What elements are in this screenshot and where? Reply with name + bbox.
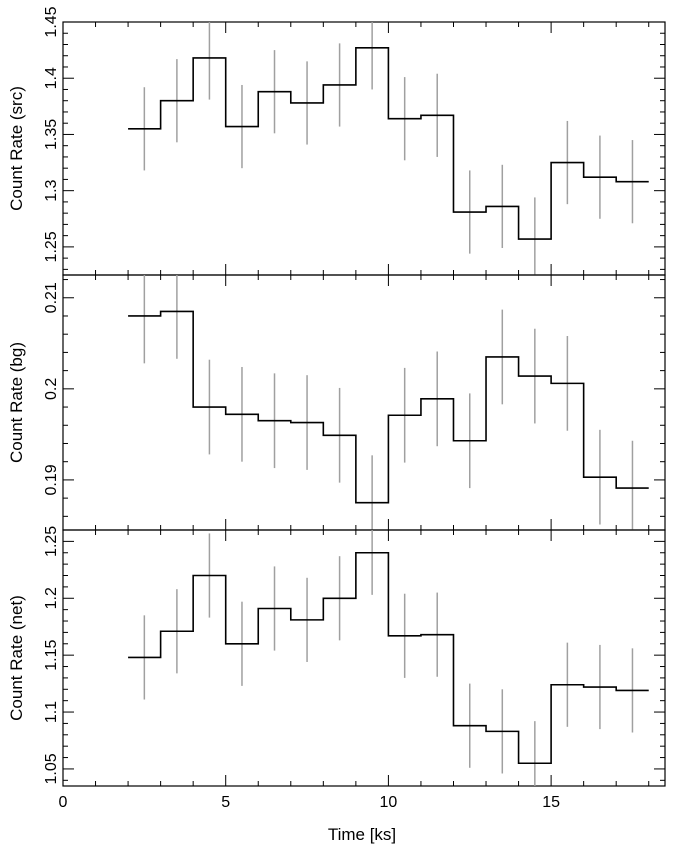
y-axis-title: Count Rate (src) — [7, 86, 26, 211]
x-tick-label: 15 — [542, 794, 560, 811]
data-layer — [128, 22, 649, 275]
y-tick-label: 1.45 — [43, 6, 60, 37]
y-tick-label: 1.25 — [43, 231, 60, 262]
y-tick-label: 1.2 — [43, 587, 60, 609]
y-tick-label: 1.35 — [43, 119, 60, 150]
x-tick-label: 5 — [221, 794, 230, 811]
y-tick-label: 0.19 — [43, 464, 60, 495]
data-layer — [128, 530, 649, 786]
count-rate-step-line — [128, 47, 649, 240]
y-tick-label: 1.3 — [43, 179, 60, 201]
panel-3: 1.05 1.1 1.15 1.2 1.25 Count Rate (net) 0 5 10 15 — [7, 526, 666, 811]
y-axis-title: Count Rate (net) — [7, 595, 26, 721]
y-tick-label: 1.25 — [43, 526, 60, 557]
y-tick-label: 0.21 — [43, 282, 60, 313]
y-tick-label: 1.05 — [43, 753, 60, 784]
panel-frame — [62, 21, 666, 276]
x-axis-title: Time [ks] — [328, 825, 396, 844]
y-axis-title: Count Rate (bg) — [7, 342, 26, 463]
y-tick-label: 1.4 — [43, 67, 60, 89]
panel-frame — [62, 529, 666, 787]
data-layer — [128, 275, 649, 530]
panel-frame — [62, 274, 666, 531]
y-tick-label: 1.15 — [43, 639, 60, 670]
x-tick-label: 0 — [59, 794, 68, 811]
count-rate-step-line — [128, 310, 649, 504]
x-tick-label: 10 — [380, 794, 398, 811]
panel-2: 0.19 0.2 0.21 Count Rate (bg) — [7, 274, 666, 531]
y-tick-label: 1.1 — [43, 701, 60, 723]
count-rate-step-line — [128, 551, 649, 765]
panel-1: 1.25 1.3 1.35 1.4 1.45 Count Rate (src) — [7, 6, 666, 276]
y-tick-label: 0.2 — [43, 378, 60, 400]
